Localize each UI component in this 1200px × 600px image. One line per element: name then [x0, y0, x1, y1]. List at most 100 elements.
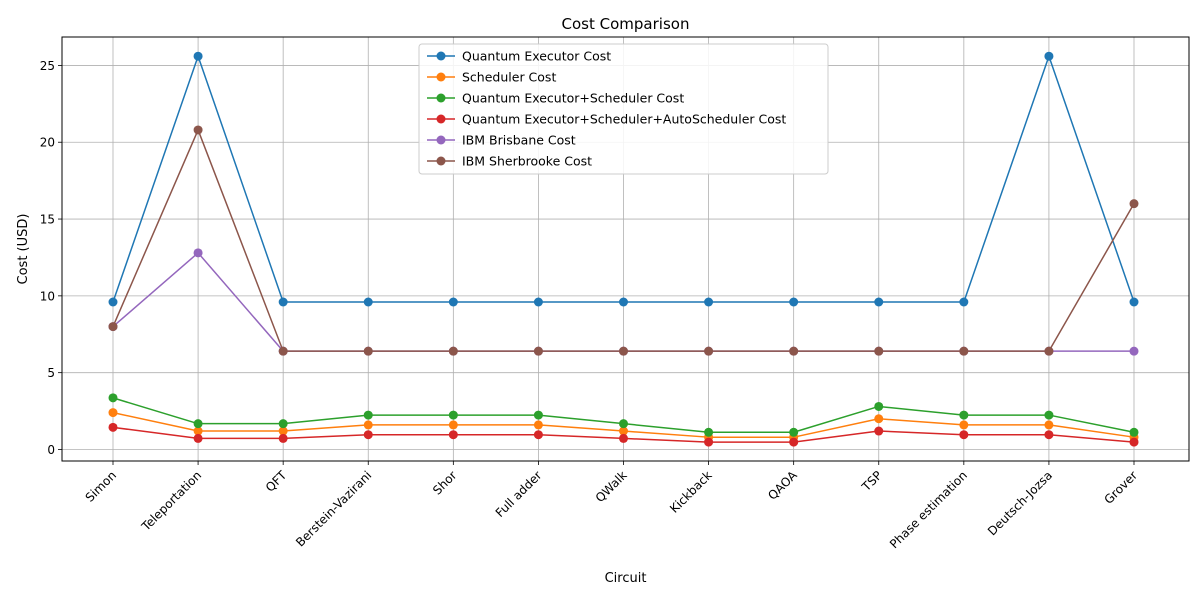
data-point — [704, 427, 714, 437]
legend-swatch-marker — [436, 93, 446, 103]
data-point — [278, 419, 288, 429]
legend-item: Scheduler Cost — [427, 70, 556, 85]
data-point — [448, 420, 458, 430]
data-point — [789, 297, 799, 307]
data-point — [278, 433, 288, 443]
y-tick-label: 15 — [40, 213, 55, 227]
data-point — [108, 422, 118, 432]
data-point — [959, 410, 969, 420]
data-point — [1044, 430, 1054, 440]
data-point — [1044, 420, 1054, 430]
data-point — [789, 437, 799, 447]
legend-swatch-marker — [436, 72, 446, 82]
legend-swatch-marker — [436, 51, 446, 61]
data-point — [108, 297, 118, 307]
data-point — [959, 297, 969, 307]
data-point — [193, 51, 203, 61]
data-point — [874, 426, 884, 436]
data-point — [1129, 346, 1139, 356]
legend-label: IBM Brisbane Cost — [462, 133, 576, 148]
data-point — [448, 430, 458, 440]
series-1 — [108, 51, 1139, 307]
data-point — [1129, 199, 1139, 209]
series-3 — [108, 393, 1139, 437]
y-tick-label: 10 — [40, 289, 55, 303]
data-point — [1044, 51, 1054, 61]
data-point — [193, 419, 203, 429]
data-point — [619, 426, 628, 436]
data-point — [448, 297, 458, 307]
data-point — [193, 433, 203, 443]
data-point — [959, 346, 969, 356]
data-point — [874, 414, 884, 424]
legend-swatch-marker — [436, 135, 446, 145]
data-point — [619, 433, 628, 443]
data-point — [363, 430, 373, 440]
data-point — [363, 420, 373, 430]
legend-label: Quantum Executor+Scheduler Cost — [462, 91, 684, 106]
legend-swatch-marker — [436, 156, 446, 166]
y-axis-label: Cost (USD) — [16, 214, 31, 285]
legend-label: Quantum Executor Cost — [462, 49, 611, 64]
data-point — [874, 297, 884, 307]
legend-label: Quantum Executor+Scheduler+AutoScheduler… — [462, 112, 786, 127]
data-point — [448, 410, 458, 420]
data-point — [108, 393, 118, 403]
data-point — [619, 419, 628, 429]
data-point — [193, 125, 203, 135]
data-point — [959, 420, 969, 430]
chart-title: Cost Comparison — [562, 15, 690, 33]
data-point — [1044, 346, 1054, 356]
data-point — [533, 420, 543, 430]
data-point — [1044, 410, 1054, 420]
legend: Quantum Executor Cost Scheduler Cost Quant… — [418, 43, 829, 175]
data-point — [193, 426, 203, 436]
legend-item: Quantum Executor+Scheduler Cost — [427, 91, 684, 106]
legend-box — [418, 43, 829, 175]
data-point — [108, 322, 118, 332]
data-point — [448, 346, 458, 356]
data-point — [278, 346, 288, 356]
y-tick-label: 25 — [40, 59, 55, 73]
series-layer — [108, 51, 1139, 447]
data-point — [363, 410, 373, 420]
plot-frame — [61, 36, 1190, 462]
legend-item: Quantum Executor+Scheduler+AutoScheduler… — [427, 112, 786, 127]
y-tick-label: 5 — [47, 366, 55, 380]
data-point — [704, 346, 714, 356]
legend-item: IBM Brisbane Cost — [427, 133, 576, 148]
y-tick-label: 0 — [47, 443, 55, 457]
data-point — [704, 297, 714, 307]
series-6 — [108, 125, 1139, 356]
data-point — [533, 410, 543, 420]
data-point — [193, 248, 203, 258]
data-point — [533, 346, 543, 356]
data-point — [619, 346, 628, 356]
legend-swatch-marker — [436, 114, 446, 124]
data-point — [363, 346, 373, 356]
data-point — [108, 408, 118, 418]
data-point — [959, 430, 969, 440]
data-point — [789, 346, 799, 356]
data-point — [619, 297, 628, 307]
data-point — [1129, 297, 1139, 307]
legend-item: Quantum Executor Cost — [427, 49, 611, 64]
legend-item: IBM Sherbrooke Cost — [427, 154, 592, 169]
data-point — [704, 437, 714, 447]
x-axis-label: Circuit — [605, 571, 647, 586]
series-4 — [108, 422, 1139, 447]
data-point — [278, 426, 288, 436]
data-point — [874, 401, 884, 411]
data-point — [1129, 437, 1139, 447]
data-point — [1129, 427, 1139, 437]
data-point — [278, 297, 288, 307]
data-point — [363, 297, 373, 307]
y-tick-label: 20 — [40, 136, 55, 150]
data-point — [874, 346, 884, 356]
data-point — [533, 430, 543, 440]
legend-label: IBM Sherbrooke Cost — [462, 154, 592, 169]
data-point — [789, 427, 799, 437]
legend-label: Scheduler Cost — [462, 70, 556, 85]
data-point — [533, 297, 543, 307]
